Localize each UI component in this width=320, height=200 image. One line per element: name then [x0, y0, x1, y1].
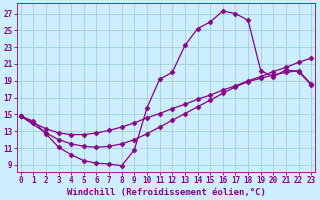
- X-axis label: Windchill (Refroidissement éolien,°C): Windchill (Refroidissement éolien,°C): [67, 188, 265, 197]
